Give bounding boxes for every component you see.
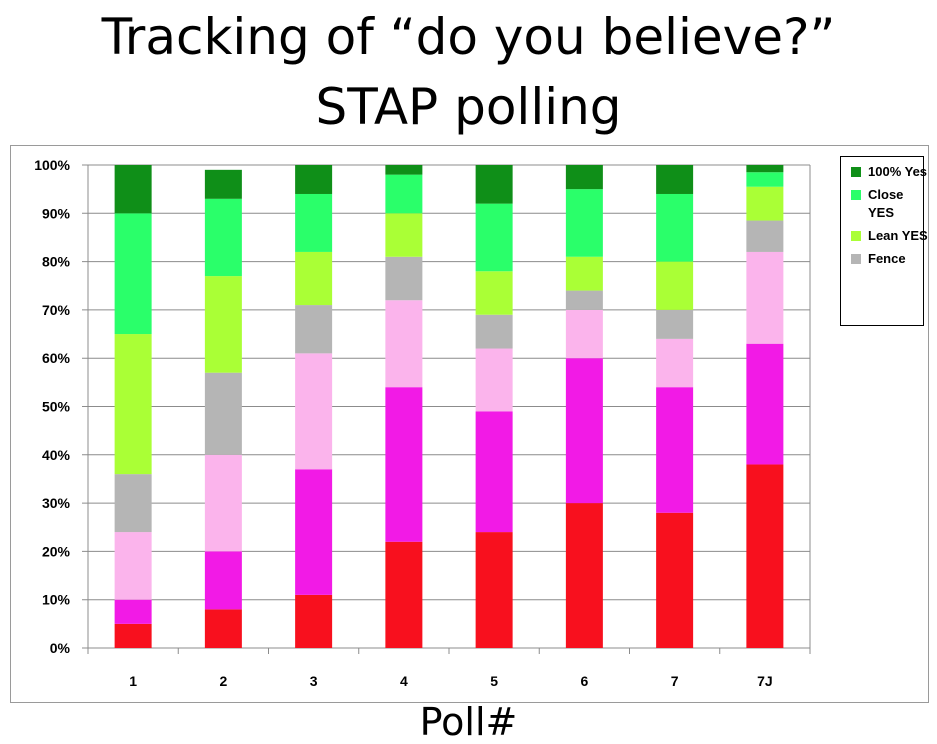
- bar-segment-close-yes-poll-7: [656, 193, 694, 262]
- x-tick-label: 6: [580, 673, 588, 689]
- y-tick-label: 80%: [42, 254, 71, 270]
- bar-segment-100-yes-poll-1: [114, 165, 152, 214]
- y-tick-label: 30%: [42, 495, 71, 511]
- bar-segment-magenta-poll-2: [204, 551, 242, 610]
- bar-segment-close-yes-poll-5: [475, 203, 513, 272]
- bar-segment-magenta-poll-7j: [746, 343, 784, 465]
- y-tick-label: 90%: [42, 205, 71, 221]
- x-tick-label: 3: [310, 673, 318, 689]
- bar-segment-close-yes-poll-2: [204, 198, 242, 277]
- bar-segment-red-poll-3: [295, 594, 333, 648]
- chart-legend: 100% Yes Close YES Lean YES Fence: [840, 156, 928, 326]
- bar-segment-red-poll-4: [385, 541, 423, 648]
- y-tick-label: 10%: [42, 592, 71, 608]
- bar-segment-red-poll-1: [114, 623, 152, 648]
- legend-label-fence: Fence: [868, 251, 906, 266]
- y-tick-label: 100%: [34, 157, 70, 173]
- bar-segment-pink-poll-3: [295, 353, 333, 470]
- legend-swatch-100-yes: [851, 167, 861, 177]
- bar-segment-red-poll-6: [565, 503, 603, 648]
- bar-segment-lean-yes-poll-7j: [746, 186, 784, 221]
- bar-segment-pink-poll-4: [385, 300, 423, 388]
- x-tick-label: 4: [400, 673, 408, 689]
- bar-segment-red-poll-2: [204, 609, 242, 648]
- x-tick-label: 5: [490, 673, 498, 689]
- bar-segment-lean-yes-poll-2: [204, 276, 242, 373]
- legend-item-fence: Fence: [851, 250, 923, 268]
- bar-segment-100-yes-poll-2: [204, 169, 242, 199]
- bar-segment-fence-poll-6: [565, 290, 603, 310]
- bar-segment-fence-poll-7j: [746, 220, 784, 252]
- x-tick-label: 2: [219, 673, 227, 689]
- legend-swatch-fence: [851, 254, 861, 264]
- y-tick-label: 70%: [42, 302, 71, 318]
- bar-segment-red-poll-5: [475, 532, 513, 648]
- bar-segment-100-yes-poll-7: [656, 165, 694, 194]
- bar-segment-lean-yes-poll-4: [385, 213, 423, 257]
- x-tick-label: 7: [671, 673, 679, 689]
- bar-segment-lean-yes-poll-1: [114, 334, 152, 475]
- bar-segment-red-poll-7: [656, 512, 694, 648]
- bar-segment-lean-yes-poll-7: [656, 261, 694, 310]
- bar-segment-fence-poll-1: [114, 474, 152, 533]
- bar-segment-magenta-poll-3: [295, 469, 333, 595]
- bar-segment-100-yes-poll-6: [565, 165, 603, 190]
- bar-segment-fence-poll-7: [656, 309, 694, 339]
- legend-item-close-yes: Close YES: [851, 186, 923, 222]
- bar-segment-pink-poll-7: [656, 338, 694, 388]
- bar-segment-pink-poll-6: [565, 309, 603, 359]
- bar-segment-magenta-poll-7: [656, 387, 694, 513]
- y-tick-label: 60%: [42, 350, 71, 366]
- legend-label-close-yes: Close YES: [868, 187, 904, 220]
- slide-title-line-2: STAP polling: [315, 78, 622, 136]
- bar-segment-magenta-poll-5: [475, 411, 513, 533]
- bar-segment-fence-poll-5: [475, 314, 513, 349]
- y-tick-label: 50%: [42, 399, 71, 415]
- bar-segment-magenta-poll-1: [114, 599, 152, 624]
- bar-segment-fence-poll-4: [385, 256, 423, 301]
- slide-title: Tracking of “do you believe?” STAP polli…: [0, 2, 937, 142]
- legend-label-lean-yes: Lean YES: [868, 228, 928, 243]
- bar-segment-100-yes-poll-7j: [746, 165, 784, 173]
- bar-segment-close-yes-poll-6: [565, 189, 603, 257]
- bar-segment-100-yes-poll-4: [385, 165, 423, 175]
- bar-segment-pink-poll-2: [204, 454, 242, 552]
- legend-label-100-yes: 100% Yes: [868, 164, 928, 179]
- bar-segment-100-yes-poll-3: [295, 165, 333, 194]
- legend-swatch-close-yes: [851, 190, 861, 200]
- y-tick-label: 0%: [50, 640, 71, 656]
- y-tick-label: 20%: [42, 543, 71, 559]
- x-axis-title: Poll#: [419, 700, 518, 744]
- bar-segment-magenta-poll-6: [565, 358, 603, 504]
- bar-segment-fence-poll-3: [295, 305, 333, 354]
- bar-segment-lean-yes-poll-3: [295, 251, 333, 306]
- slide-title-line-1: Tracking of “do you believe?”: [101, 8, 836, 66]
- bar-segment-close-yes-poll-3: [295, 193, 333, 252]
- x-tick-label: 7J: [757, 673, 773, 689]
- legend-swatch-lean-yes: [851, 231, 861, 241]
- bar-segment-pink-poll-1: [114, 532, 152, 600]
- bar-segment-red-poll-7j: [746, 464, 784, 648]
- x-tick-label: 1: [129, 673, 137, 689]
- bar-segment-fence-poll-2: [204, 372, 242, 455]
- legend-item-lean-yes: Lean YES: [851, 227, 928, 245]
- legend-item-100-yes: 100% Yes: [851, 163, 927, 181]
- bar-segment-close-yes-poll-1: [114, 213, 152, 335]
- bar-segment-magenta-poll-4: [385, 387, 423, 542]
- bar-segment-pink-poll-7j: [746, 251, 784, 344]
- bar-segment-lean-yes-poll-5: [475, 271, 513, 315]
- bar-segment-lean-yes-poll-6: [565, 256, 603, 291]
- bar-segment-100-yes-poll-5: [475, 165, 513, 204]
- y-tick-label: 40%: [42, 447, 71, 463]
- bar-segment-close-yes-poll-4: [385, 174, 423, 214]
- bar-segment-pink-poll-5: [475, 348, 513, 412]
- bar-segment-close-yes-poll-7j: [746, 172, 784, 187]
